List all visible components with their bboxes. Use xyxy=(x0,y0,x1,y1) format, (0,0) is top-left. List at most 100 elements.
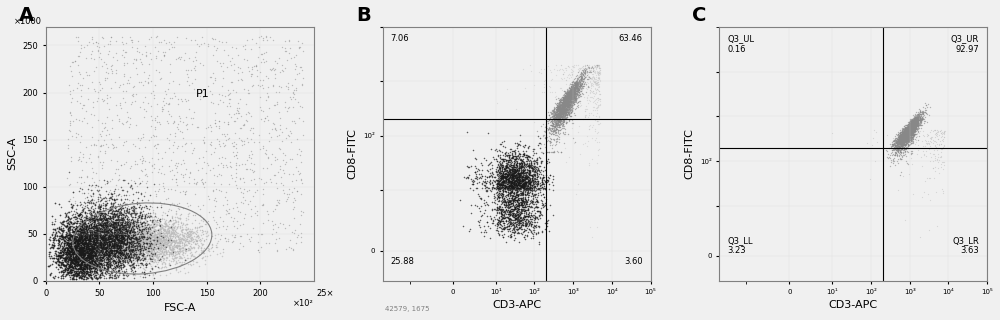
Point xyxy=(928,189,944,194)
Point xyxy=(119,234,135,239)
Point xyxy=(94,272,110,277)
Point xyxy=(187,63,203,68)
Point xyxy=(85,252,101,257)
Point xyxy=(893,145,909,150)
Point xyxy=(66,214,82,219)
Point xyxy=(233,189,249,194)
Point xyxy=(114,237,130,242)
Point xyxy=(569,81,585,86)
Point xyxy=(58,257,74,262)
Point xyxy=(510,217,526,222)
Point xyxy=(894,138,910,143)
Point xyxy=(487,194,503,199)
Point xyxy=(564,85,580,90)
Point xyxy=(76,262,92,267)
Point xyxy=(912,117,928,123)
Point xyxy=(507,180,523,185)
Point xyxy=(79,235,95,240)
Point xyxy=(137,226,153,231)
Point xyxy=(97,204,113,209)
Point xyxy=(120,254,136,259)
Point xyxy=(564,83,580,88)
Point xyxy=(162,241,178,246)
Point xyxy=(913,119,929,124)
Point xyxy=(904,127,920,132)
Point xyxy=(142,243,158,248)
Point xyxy=(91,226,107,231)
Point xyxy=(562,105,578,110)
Point xyxy=(135,99,151,104)
Point xyxy=(506,172,522,178)
Point xyxy=(510,149,526,154)
Point xyxy=(134,238,150,244)
Point xyxy=(86,223,102,228)
Point xyxy=(580,114,596,119)
Point xyxy=(78,244,94,249)
Point xyxy=(889,136,905,141)
Point xyxy=(72,249,88,254)
Point xyxy=(892,135,908,140)
Point xyxy=(573,66,589,71)
Point xyxy=(895,140,911,145)
Point xyxy=(101,223,117,228)
Point xyxy=(206,44,222,49)
Point xyxy=(893,139,909,144)
Point xyxy=(293,240,309,245)
Point xyxy=(123,177,139,182)
Point xyxy=(906,117,922,122)
Point xyxy=(548,121,564,126)
Point xyxy=(898,146,914,151)
Point xyxy=(557,112,573,117)
Point xyxy=(97,233,113,238)
Point xyxy=(90,230,106,235)
Point xyxy=(64,239,80,244)
Point xyxy=(102,242,118,247)
Point xyxy=(134,243,150,248)
Point xyxy=(141,245,157,251)
Point xyxy=(556,95,572,100)
Point xyxy=(63,100,79,105)
Point xyxy=(149,252,165,257)
Point xyxy=(153,244,169,250)
Point xyxy=(489,181,505,186)
Point xyxy=(62,231,78,236)
Point xyxy=(907,141,923,147)
Point xyxy=(87,221,103,226)
Point xyxy=(582,70,598,75)
Point xyxy=(933,164,949,169)
Point xyxy=(902,124,918,130)
Point xyxy=(885,157,901,162)
Point xyxy=(142,269,158,274)
Point xyxy=(97,240,113,245)
Point xyxy=(105,229,121,235)
Point xyxy=(171,260,187,265)
Point xyxy=(111,252,127,257)
Point xyxy=(125,231,141,236)
Point xyxy=(286,87,302,92)
Point xyxy=(133,222,149,227)
Point xyxy=(87,230,103,235)
Point xyxy=(490,179,506,184)
Point xyxy=(112,226,128,231)
Point xyxy=(65,256,81,261)
Point xyxy=(94,224,110,229)
Point xyxy=(169,244,185,249)
Point xyxy=(563,98,579,103)
Point xyxy=(59,249,75,254)
Point xyxy=(557,99,573,104)
Point xyxy=(553,114,569,119)
Point xyxy=(504,197,520,202)
Point xyxy=(40,263,56,268)
Point xyxy=(148,238,164,243)
Point xyxy=(591,70,607,75)
Point xyxy=(517,164,533,169)
Point xyxy=(95,254,111,259)
Point xyxy=(109,236,125,241)
Point xyxy=(552,114,568,119)
Point xyxy=(155,241,171,246)
Point xyxy=(546,116,562,121)
Point xyxy=(571,80,587,85)
Point xyxy=(544,149,560,155)
Point xyxy=(59,235,75,240)
Point xyxy=(472,218,488,223)
